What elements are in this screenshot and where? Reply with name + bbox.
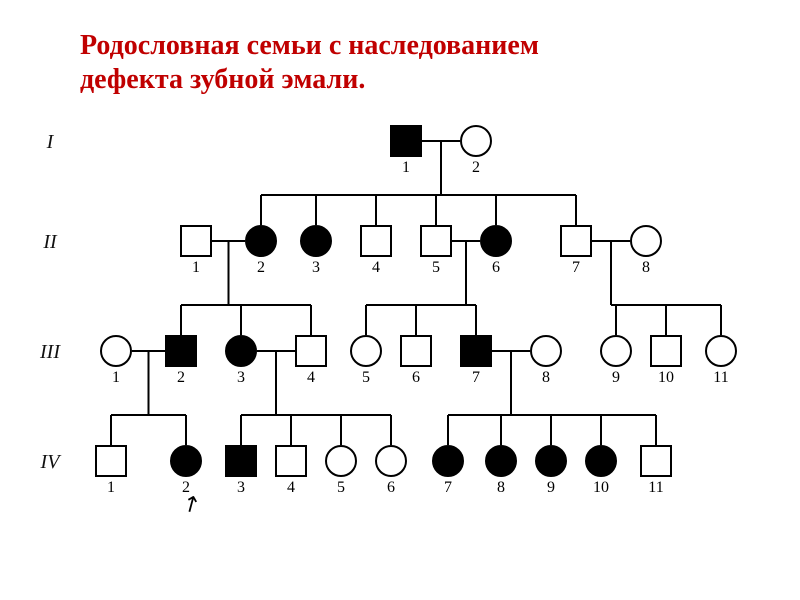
person-II-3-affected: [300, 225, 332, 257]
person-IV-10-affected: [585, 445, 617, 477]
person-III-8-unaffected: [530, 335, 562, 367]
person-III-2-affected: [165, 335, 197, 367]
title-line-1: Родословная семьи с наследованием: [80, 30, 539, 62]
person-I-2-unaffected: [460, 125, 492, 157]
person-label: 3: [229, 479, 253, 497]
person-label: 10: [654, 369, 678, 387]
person-label: 4: [279, 479, 303, 497]
person-label: 7: [436, 479, 460, 497]
person-I-1-affected: [390, 125, 422, 157]
person-label: 2: [169, 369, 193, 387]
person-label: 1: [184, 259, 208, 277]
person-IV-9-affected: [535, 445, 567, 477]
person-label: 4: [299, 369, 323, 387]
person-II-4-unaffected: [360, 225, 392, 257]
person-label: 5: [424, 259, 448, 277]
gen-label-1: I: [30, 131, 70, 154]
person-label: 6: [379, 479, 403, 497]
person-IV-6-unaffected: [375, 445, 407, 477]
person-label: 7: [464, 369, 488, 387]
person-label: 3: [304, 259, 328, 277]
person-II-1-unaffected: [180, 225, 212, 257]
person-label: 1: [99, 479, 123, 497]
person-label: 8: [634, 259, 658, 277]
gen-label-3: III: [30, 341, 70, 364]
person-label: 11: [709, 369, 733, 387]
person-label: 6: [404, 369, 428, 387]
person-III-4-unaffected: [295, 335, 327, 367]
person-III-6-unaffected: [400, 335, 432, 367]
person-IV-8-affected: [485, 445, 517, 477]
gen-label-2: II: [30, 231, 70, 254]
person-label: 7: [564, 259, 588, 277]
person-label: 2: [464, 159, 488, 177]
person-III-11-unaffected: [705, 335, 737, 367]
person-IV-4-unaffected: [275, 445, 307, 477]
person-IV-5-unaffected: [325, 445, 357, 477]
person-label: 4: [364, 259, 388, 277]
gen-label-4: IV: [30, 451, 70, 474]
person-IV-1-unaffected: [95, 445, 127, 477]
person-III-5-unaffected: [350, 335, 382, 367]
person-label: 10: [589, 479, 613, 497]
person-II-5-unaffected: [420, 225, 452, 257]
person-IV-3-affected: [225, 445, 257, 477]
person-label: 2: [249, 259, 273, 277]
person-label: 8: [489, 479, 513, 497]
person-II-8-unaffected: [630, 225, 662, 257]
pedigree-diagram: I II III IV 1212345678123456789101112↗34…: [40, 115, 760, 585]
person-IV-2-affected: [170, 445, 202, 477]
person-label: 1: [104, 369, 128, 387]
person-label: 9: [604, 369, 628, 387]
person-label: 8: [534, 369, 558, 387]
person-label: 6: [484, 259, 508, 277]
person-II-2-affected: [245, 225, 277, 257]
person-label: 5: [329, 479, 353, 497]
person-label: 5: [354, 369, 378, 387]
person-label: 11: [644, 479, 668, 497]
person-III-3-affected: [225, 335, 257, 367]
person-IV-7-affected: [432, 445, 464, 477]
person-label: 1: [394, 159, 418, 177]
title-line-2: дефекта зубной эмали.: [80, 64, 365, 96]
person-label: 9: [539, 479, 563, 497]
person-III-1-unaffected: [100, 335, 132, 367]
person-II-7-unaffected: [560, 225, 592, 257]
person-III-10-unaffected: [650, 335, 682, 367]
person-II-6-affected: [480, 225, 512, 257]
person-label: 3: [229, 369, 253, 387]
person-III-7-affected: [460, 335, 492, 367]
person-III-9-unaffected: [600, 335, 632, 367]
person-IV-11-unaffected: [640, 445, 672, 477]
